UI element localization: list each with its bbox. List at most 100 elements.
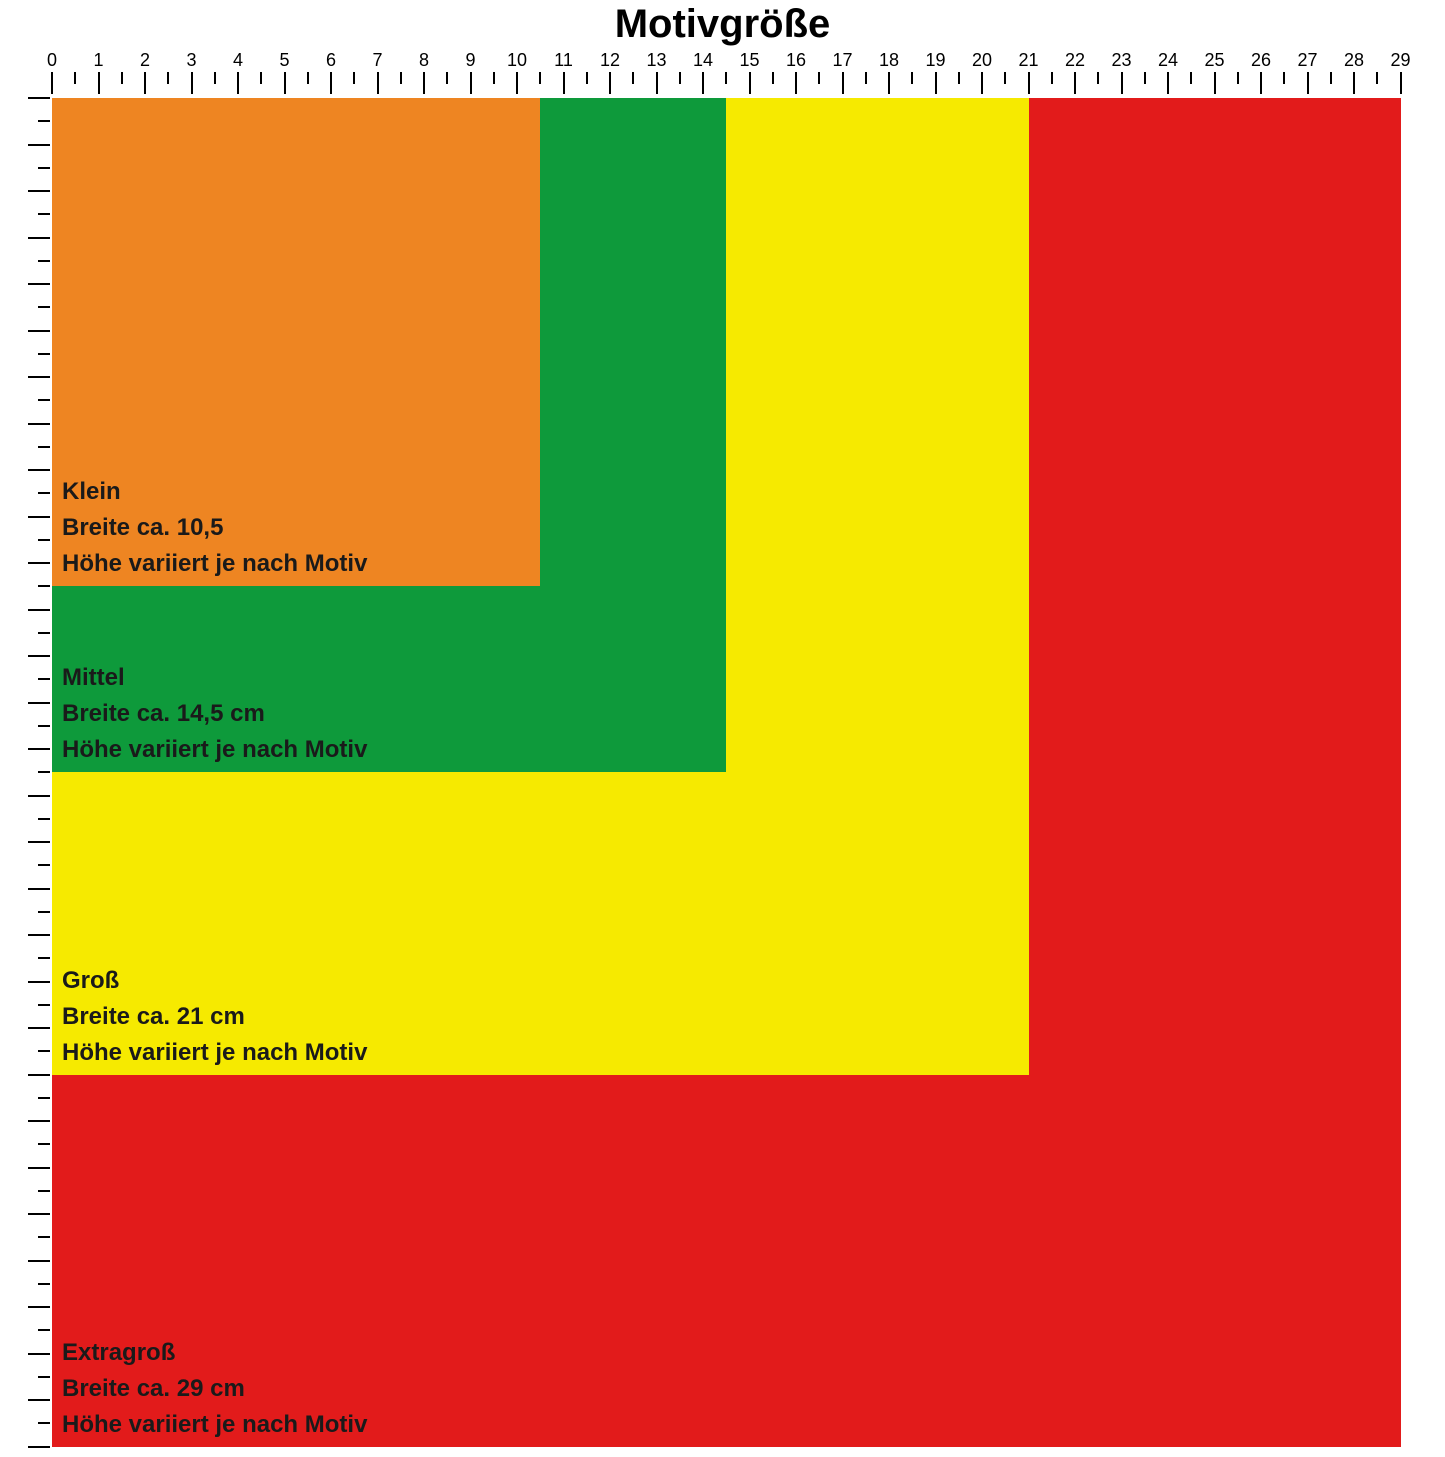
ruler-left-major-tick	[28, 144, 50, 146]
size-label-height: Höhe variiert je nach Motiv	[62, 732, 367, 768]
ruler-top-major-tick	[1121, 72, 1123, 94]
ruler-left-minor-tick	[38, 911, 50, 913]
ruler-left-major-tick	[28, 423, 50, 425]
ruler-top-minor-tick	[1330, 72, 1332, 84]
size-label-height: Höhe variiert je nach Motiv	[62, 1035, 367, 1071]
ruler-top-number: 12	[600, 50, 620, 71]
ruler-left-minor-tick	[38, 1004, 50, 1006]
ruler-top-minor-tick	[1237, 72, 1239, 84]
ruler-top-number: 5	[279, 50, 289, 71]
ruler-left-major-tick	[28, 469, 50, 471]
ruler-top-major-tick	[423, 72, 425, 94]
ruler-left-minor-tick	[38, 1143, 50, 1145]
size-label-height: Höhe variiert je nach Motiv	[62, 546, 367, 582]
ruler-top-minor-tick	[74, 72, 76, 84]
ruler-left-major-tick	[28, 1260, 50, 1262]
ruler-left-minor-tick	[38, 1097, 50, 1099]
ruler-top-minor-tick	[1097, 72, 1099, 84]
ruler-top-number: 15	[739, 50, 759, 71]
ruler-top-major-tick	[144, 72, 146, 94]
ruler-left-major-tick	[28, 748, 50, 750]
ruler-left-minor-tick	[38, 1190, 50, 1192]
ruler-top-minor-tick	[446, 72, 448, 84]
ruler-top-major-tick	[98, 72, 100, 94]
ruler-left-minor-tick	[38, 353, 50, 355]
ruler-left-minor-tick	[38, 1050, 50, 1052]
ruler-left-major-tick	[28, 516, 50, 518]
size-diagram: Motivgröße 01234567891011121314151617181…	[0, 0, 1445, 1445]
ruler-top-minor-tick	[1283, 72, 1285, 84]
diagram-title: Motivgröße	[0, 2, 1445, 47]
ruler-left-minor-tick	[38, 771, 50, 773]
ruler-top-major-tick	[981, 72, 983, 94]
ruler-top-major-tick	[795, 72, 797, 94]
ruler-top-major-tick	[1214, 72, 1216, 94]
ruler-top-number: 4	[233, 50, 243, 71]
ruler-top-major-tick	[516, 72, 518, 94]
size-label-name: Extragroß	[62, 1335, 367, 1371]
ruler-top-number: 9	[465, 50, 475, 71]
ruler-top-number: 27	[1297, 50, 1317, 71]
size-label-width: Breite ca. 21 cm	[62, 999, 367, 1035]
ruler-left-minor-tick	[38, 120, 50, 122]
ruler-top-minor-tick	[679, 72, 681, 84]
ruler-left-minor-tick	[38, 1376, 50, 1378]
ruler-top-major-tick	[749, 72, 751, 94]
ruler-top-minor-tick	[1190, 72, 1192, 84]
ruler-top-major-tick	[1307, 72, 1309, 94]
ruler-top-number: 1	[93, 50, 103, 71]
ruler-left-major-tick	[28, 562, 50, 564]
ruler-top-minor-tick	[818, 72, 820, 84]
ruler-top-number: 13	[646, 50, 666, 71]
ruler-top-number: 7	[372, 50, 382, 71]
ruler-left-major-tick	[28, 795, 50, 797]
ruler-top-major-tick	[1400, 72, 1402, 94]
ruler-top-number: 28	[1344, 50, 1364, 71]
ruler-top-major-tick	[284, 72, 286, 94]
size-label-height: Höhe variiert je nach Motiv	[62, 1407, 367, 1443]
ruler-top-major-tick	[935, 72, 937, 94]
ruler-left-minor-tick	[38, 167, 50, 169]
size-label-name: Groß	[62, 963, 367, 999]
ruler-top-number: 6	[326, 50, 336, 71]
ruler-left-minor-tick	[38, 1329, 50, 1331]
ruler-top-major-tick	[51, 72, 53, 94]
ruler-left-major-tick	[28, 655, 50, 657]
ruler-left-minor-tick	[38, 585, 50, 587]
ruler-top-number: 24	[1158, 50, 1178, 71]
ruler-left-minor-tick	[38, 957, 50, 959]
ruler-top-minor-tick	[1144, 72, 1146, 84]
ruler-top-major-tick	[842, 72, 844, 94]
ruler-left-major-tick	[28, 981, 50, 983]
ruler-top-major-tick	[470, 72, 472, 94]
ruler-top-minor-tick	[911, 72, 913, 84]
ruler-left-major-tick	[28, 1167, 50, 1169]
ruler-top-minor-tick	[958, 72, 960, 84]
ruler-top-number: 2	[140, 50, 150, 71]
ruler-left-minor-tick	[38, 725, 50, 727]
ruler-top-number: 17	[832, 50, 852, 71]
ruler-top-number: 20	[972, 50, 992, 71]
ruler-left-major-tick	[28, 702, 50, 704]
ruler-top-minor-tick	[586, 72, 588, 84]
size-label-gross: GroßBreite ca. 21 cmHöhe variiert je nac…	[62, 963, 367, 1071]
ruler-top-minor-tick	[1051, 72, 1053, 84]
ruler-top-major-tick	[563, 72, 565, 94]
ruler-top-major-tick	[1028, 72, 1030, 94]
size-label-name: Klein	[62, 474, 367, 510]
ruler-left-major-tick	[28, 1399, 50, 1401]
ruler-top-minor-tick	[865, 72, 867, 84]
ruler-left-major-tick	[28, 97, 50, 99]
size-label-klein: KleinBreite ca. 10,5Höhe variiert je nac…	[62, 474, 367, 582]
ruler-left-major-tick	[28, 888, 50, 890]
ruler-top-number: 3	[186, 50, 196, 71]
size-label-extragross: ExtragroßBreite ca. 29 cmHöhe variiert j…	[62, 1335, 367, 1443]
ruler-top-number: 26	[1251, 50, 1271, 71]
ruler-top-minor-tick	[214, 72, 216, 84]
ruler-left-major-tick	[28, 1074, 50, 1076]
ruler-top-major-tick	[191, 72, 193, 94]
ruler-top-major-tick	[237, 72, 239, 94]
ruler-top-minor-tick	[632, 72, 634, 84]
ruler-top-number: 14	[693, 50, 713, 71]
size-label-width: Breite ca. 14,5 cm	[62, 696, 367, 732]
